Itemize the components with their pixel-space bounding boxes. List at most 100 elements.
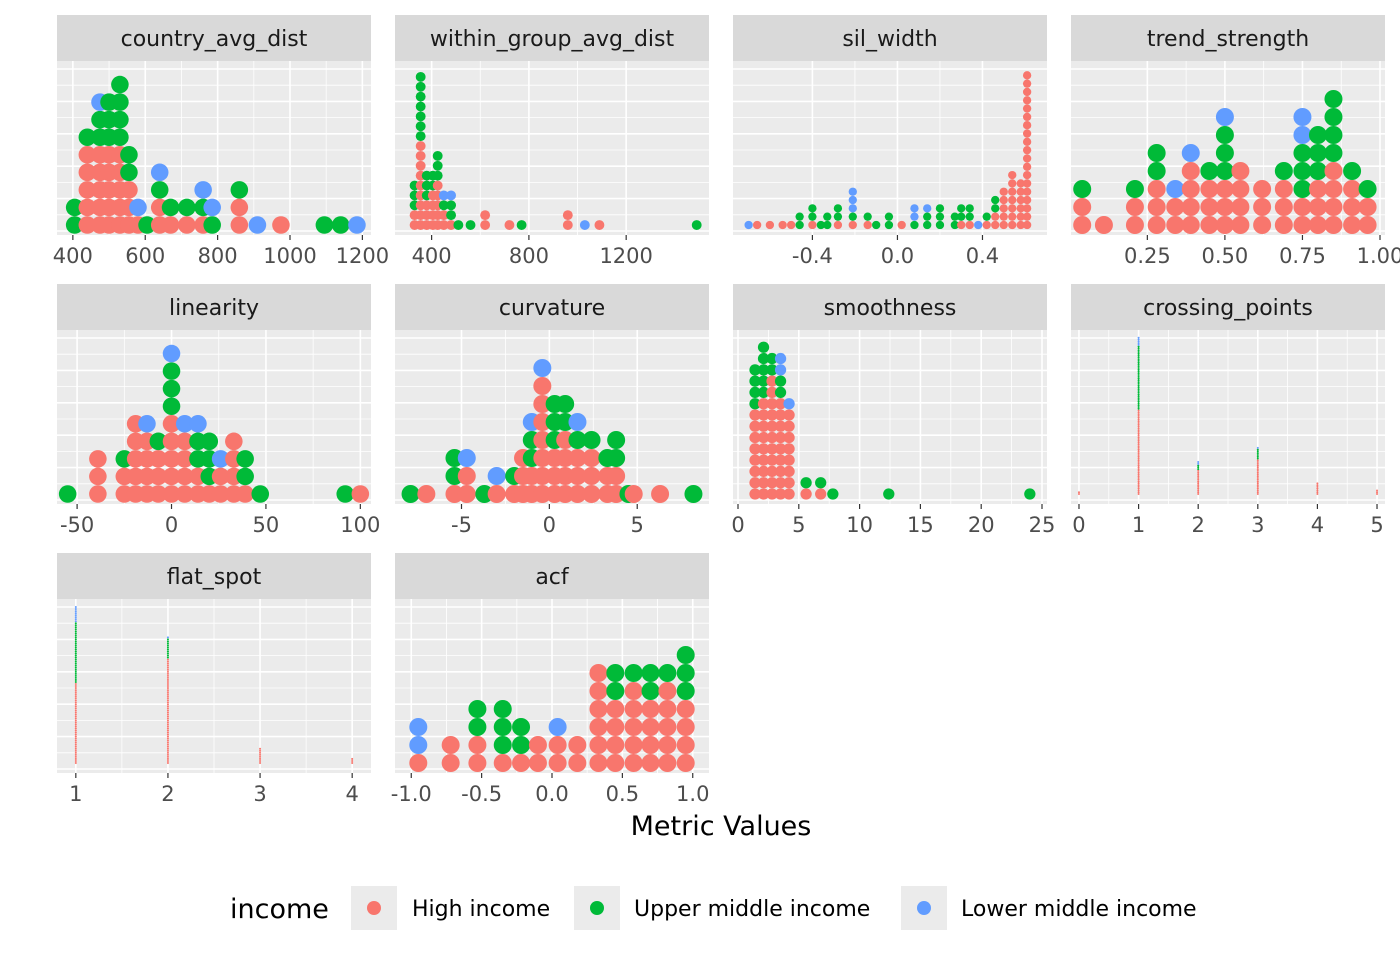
legend-label: Lower middle income	[961, 897, 1197, 922]
legend-key-dot	[367, 901, 381, 915]
data-dot	[166, 739, 169, 742]
x-tick-label: 400	[412, 244, 452, 268]
data-dot	[923, 204, 932, 213]
data-dot	[89, 485, 107, 503]
data-dot	[757, 409, 770, 421]
data-dot	[533, 359, 552, 377]
data-dot	[897, 220, 906, 230]
data-dot	[438, 190, 449, 201]
data-dot	[1073, 216, 1092, 234]
data-dot	[607, 449, 626, 467]
data-dot	[923, 220, 932, 230]
data-dot	[1137, 366, 1140, 369]
data-dot	[162, 362, 181, 380]
data-dot	[783, 488, 795, 500]
data-dot	[1376, 491, 1379, 494]
data-dot	[757, 488, 770, 500]
data-dot	[166, 711, 169, 714]
data-dot	[203, 198, 221, 217]
data-dot	[833, 220, 843, 230]
data-dot	[74, 620, 77, 623]
data-dot	[749, 364, 761, 376]
data-dot	[999, 204, 1008, 213]
data-dot	[1316, 487, 1319, 490]
data-dot	[1137, 356, 1140, 359]
x-tick-label: 3	[253, 782, 266, 806]
data-dot	[1022, 154, 1032, 163]
legend-title: income	[230, 894, 329, 925]
data-dot	[974, 220, 983, 230]
data-dot	[438, 200, 449, 211]
data-dot	[1137, 457, 1140, 460]
data-dot	[774, 431, 787, 444]
data-dot	[166, 658, 169, 661]
data-dot	[409, 718, 428, 736]
data-dot	[74, 755, 77, 758]
data-dot	[166, 682, 169, 686]
data-dot	[468, 700, 487, 718]
x-tick-label: 0	[731, 513, 744, 537]
data-dot	[641, 754, 660, 772]
data-dot	[166, 699, 169, 702]
data-dot	[166, 636, 169, 639]
data-dot	[1256, 450, 1259, 453]
data-dot	[1022, 96, 1032, 105]
data-dot	[493, 700, 512, 718]
data-dot	[166, 664, 169, 667]
data-dot	[120, 146, 138, 164]
x-tick-label: 5	[792, 513, 805, 537]
data-dot	[74, 658, 77, 661]
data-dot	[778, 220, 787, 230]
data-dot	[1073, 180, 1092, 198]
data-dot	[1137, 439, 1140, 442]
data-dot	[129, 198, 147, 217]
data-dot	[935, 220, 945, 230]
data-dot	[744, 220, 753, 230]
data-dot	[1137, 471, 1140, 474]
data-dot	[1137, 425, 1140, 428]
data-dot	[624, 682, 643, 700]
data-dot	[1137, 361, 1140, 364]
data-dot	[194, 181, 212, 199]
data-dot	[441, 736, 460, 754]
data-dot	[74, 672, 77, 675]
data-dot	[783, 398, 795, 410]
data-dot	[166, 745, 169, 748]
x-tick-label: 15	[907, 513, 934, 537]
x-tick-label: 0	[543, 513, 556, 537]
data-dot	[74, 656, 77, 659]
data-dot	[1137, 452, 1140, 455]
data-dot	[111, 93, 129, 111]
data-dot	[211, 450, 230, 468]
data-dot	[800, 488, 812, 500]
data-dot	[1137, 414, 1140, 417]
data-dot	[1137, 359, 1140, 362]
data-dot	[74, 699, 77, 702]
data-dot	[1137, 445, 1140, 448]
data-dot	[74, 634, 77, 637]
data-dot	[1256, 491, 1259, 494]
facet-strip-label: within_group_avg_dist	[430, 27, 675, 52]
data-dot	[641, 700, 660, 718]
data-dot	[910, 212, 919, 221]
x-tick-label: 800	[198, 244, 238, 268]
data-dot	[166, 735, 169, 738]
data-dot	[1137, 455, 1140, 458]
data-dot	[166, 650, 169, 653]
data-dot	[1308, 198, 1327, 216]
data-dot	[950, 212, 959, 221]
data-dot	[1137, 480, 1140, 483]
data-dot	[1256, 464, 1259, 467]
data-dot	[774, 488, 787, 500]
data-dot	[1137, 420, 1140, 423]
data-dot	[1137, 363, 1140, 366]
data-dot	[950, 220, 959, 230]
data-dot	[624, 736, 643, 754]
facet-strip	[395, 284, 709, 330]
data-dot	[259, 757, 262, 760]
data-dot	[1137, 384, 1140, 387]
x-tick-label: 0	[1072, 513, 1085, 537]
x-tick-label: 0	[165, 513, 178, 537]
facet-curvature: curvature -5 0 5	[395, 284, 709, 537]
data-dot	[432, 150, 443, 161]
